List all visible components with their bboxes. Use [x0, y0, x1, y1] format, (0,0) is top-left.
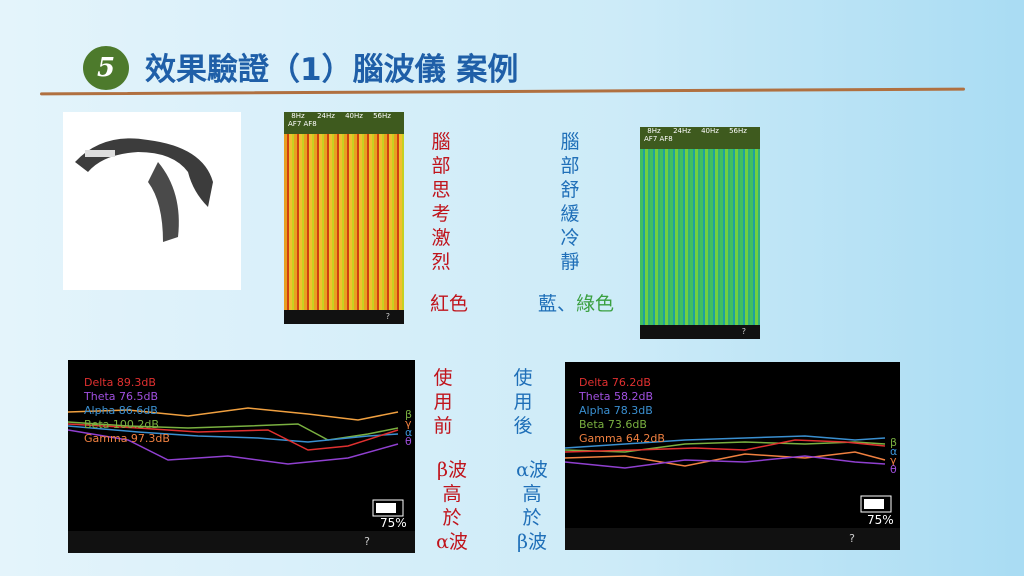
headband-photo — [63, 112, 241, 290]
freq-label: 24Hz — [673, 127, 691, 135]
legend-entry: Beta 100.2dB — [84, 418, 159, 431]
battery: 75% — [380, 516, 407, 530]
end-label: θ — [405, 435, 412, 448]
end-label: α — [890, 445, 898, 458]
legend-entry: Beta 73.6dB — [579, 418, 647, 431]
channel: AF7 AF8 — [644, 135, 673, 143]
text-line: 靜 — [560, 251, 580, 273]
freq-label: 24Hz — [317, 112, 335, 120]
blue-label: 藍、 — [538, 293, 577, 315]
legend: Delta 89.3dB Theta 76.5dB Alpha 86.6dB B… — [84, 376, 170, 446]
badge: 5 — [83, 46, 129, 90]
wave-chart-after: Delta 76.2dB Theta 58.2dB Alpha 78.3dB B… — [565, 362, 900, 550]
text-line: 考 — [431, 203, 451, 225]
freq-label: 56Hz — [373, 112, 391, 120]
color-label: 紅色 — [430, 293, 469, 315]
legend-entry: Gamma 97.3dB — [84, 432, 170, 445]
text-line: 前 — [433, 415, 453, 437]
before-result: β波高於 α波 — [432, 458, 472, 554]
end-labels: β γ α θ — [405, 408, 413, 448]
color-label: 藍、綠色 — [538, 292, 614, 316]
end-label: θ — [890, 463, 897, 476]
before-title: 使用前 — [430, 366, 456, 438]
spectrogram-calm: 8Hz 24Hz 40Hz 56Hz AF7 AF8 ? — [640, 127, 760, 339]
note-hot: 腦部思考激烈 — [428, 130, 454, 274]
text-line: 高 — [522, 483, 542, 505]
help-icon[interactable]: ? — [565, 528, 900, 550]
freq-label: 8Hz — [647, 127, 661, 135]
wave-lines — [68, 407, 404, 517]
legend-entry: Gamma 64.2dB — [579, 432, 665, 445]
text-line: 舒 — [560, 179, 580, 201]
legend-entry: Alpha 78.3dB — [579, 404, 653, 417]
text-line: 用 — [513, 391, 533, 413]
end-label: γ — [405, 417, 412, 430]
end-label: β — [890, 436, 898, 449]
freq-label: 40Hz — [345, 112, 363, 120]
text-line: β波 — [437, 459, 467, 481]
spectrogram-hot: 8Hz 24Hz 40Hz 56Hz AF7 AF8 ? — [284, 112, 404, 324]
text-line: α波 — [516, 459, 548, 481]
text-line: 於 — [442, 507, 462, 529]
after-title: 使用後 — [510, 366, 536, 438]
text-line: 部 — [560, 155, 580, 177]
text-line: 腦 — [560, 131, 580, 153]
text-line: 後 — [513, 415, 533, 437]
help-icon[interactable]: ? — [284, 310, 404, 324]
legend-entry: Theta 76.5dB — [84, 390, 159, 403]
channel: AF7 AF8 — [288, 120, 317, 128]
legend-entry: Theta 58.2dB — [579, 390, 654, 403]
text-line: 激 — [431, 227, 451, 249]
legend-entry: Delta 76.2dB — [579, 376, 651, 389]
after-result: α波高於 β波 — [512, 458, 552, 554]
wave-lines — [565, 435, 892, 513]
text-line: 緩 — [560, 203, 580, 225]
text-line: 用 — [433, 391, 453, 413]
end-label: β — [405, 408, 413, 421]
text-line: 使 — [513, 367, 533, 389]
freq-label: 56Hz — [729, 127, 747, 135]
text-line: 冷 — [560, 227, 580, 249]
slide-title: 效果驗證（1）腦波儀 案例 — [145, 52, 519, 88]
text-line: 使 — [433, 367, 453, 389]
legend-entry: Delta 89.3dB — [84, 376, 156, 389]
help-icon[interactable]: ? — [68, 531, 415, 553]
end-label: α — [405, 426, 413, 439]
green-label: 綠色 — [576, 293, 615, 315]
text-line: 於 — [522, 507, 542, 529]
freq-label: 8Hz — [291, 112, 305, 120]
text-line: 烈 — [431, 251, 451, 273]
headband — [75, 138, 213, 242]
wave-chart-before: Delta 89.3dB Theta 76.5dB Alpha 86.6dB B… — [68, 360, 415, 553]
end-labels: β α γ θ — [890, 436, 898, 476]
legend-entry: Alpha 86.6dB — [84, 404, 158, 417]
text-line: 腦 — [431, 131, 451, 153]
text-line: 部 — [431, 155, 451, 177]
text-line: 高 — [442, 483, 462, 505]
legend: Delta 76.2dB Theta 58.2dB Alpha 78.3dB B… — [579, 376, 665, 446]
battery: 75% — [867, 513, 894, 527]
text-line: 思 — [431, 179, 451, 201]
freq-label: 40Hz — [701, 127, 719, 135]
help-icon[interactable]: ? — [640, 325, 760, 339]
text-line: α波 — [436, 531, 468, 553]
end-label: γ — [890, 454, 897, 467]
text-line: β波 — [517, 531, 547, 553]
note-calm: 腦部舒緩冷靜 — [557, 130, 583, 274]
